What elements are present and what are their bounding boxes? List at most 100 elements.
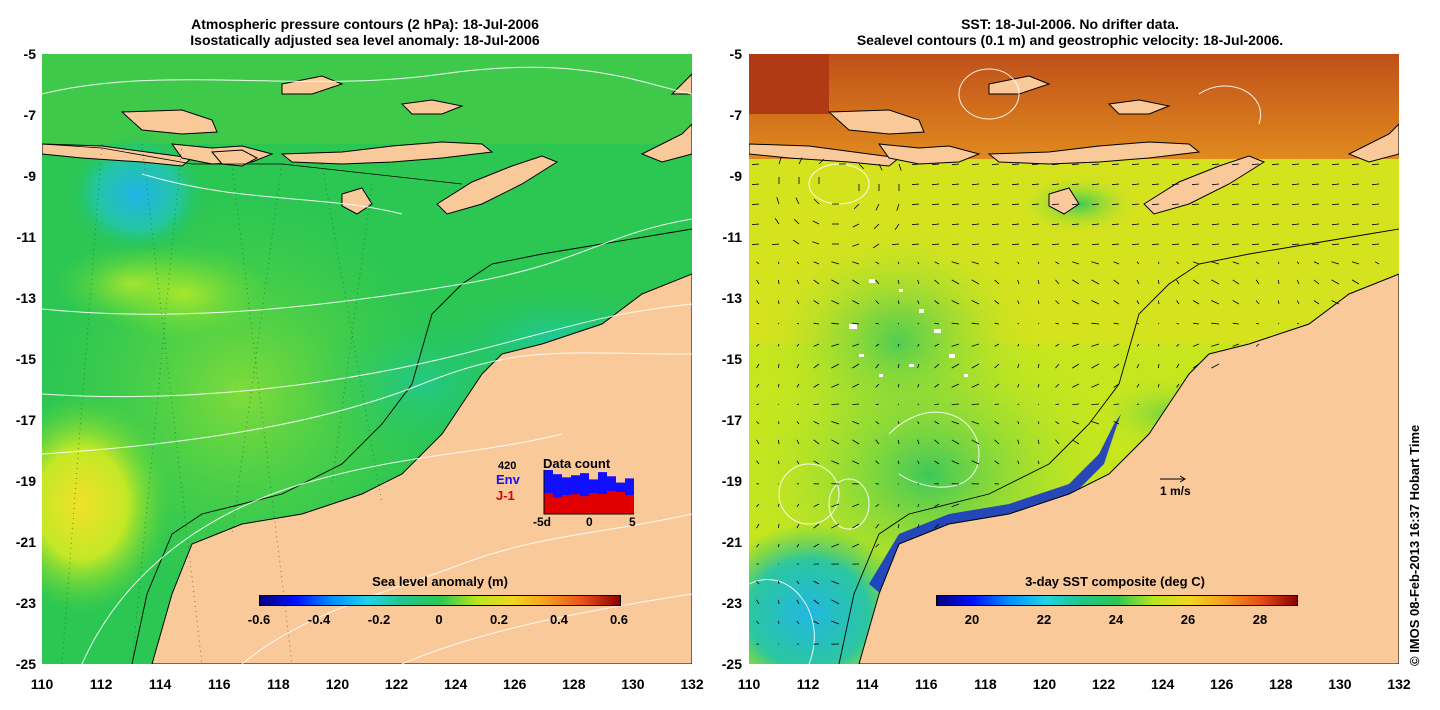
velocity-arrow bbox=[1193, 322, 1200, 325]
velocity-arrow bbox=[951, 421, 960, 425]
velocity-arrow bbox=[1331, 183, 1340, 186]
velocity-arrow bbox=[934, 439, 940, 445]
velocity-arrow bbox=[1313, 261, 1320, 265]
velocity-arrow bbox=[796, 523, 800, 529]
velocity-arrow bbox=[1331, 261, 1340, 265]
velocity-arrow bbox=[971, 403, 980, 405]
velocity-arrow bbox=[853, 203, 860, 210]
velocity-arrow bbox=[796, 300, 800, 305]
velocity-arrow bbox=[1091, 403, 1100, 405]
velocity-arrow bbox=[1113, 343, 1120, 347]
velocity-arrow bbox=[831, 599, 840, 605]
velocity-arrow bbox=[1251, 203, 1260, 206]
velocity-arrow bbox=[796, 383, 800, 388]
x-tick-label: 124 bbox=[1150, 676, 1175, 692]
velocity-arrow bbox=[1176, 363, 1180, 369]
velocity-arrow bbox=[1211, 279, 1220, 285]
velocity-arrow bbox=[951, 243, 960, 246]
velocity-arrow bbox=[1271, 183, 1280, 186]
velocity-arrow bbox=[852, 279, 860, 285]
velocity-arrow bbox=[1037, 343, 1040, 347]
velocity-arrow bbox=[831, 439, 840, 445]
velocity-arrow bbox=[1351, 261, 1360, 265]
velocity-arrow bbox=[751, 163, 760, 166]
colorbar-tick-label: 0 bbox=[435, 612, 443, 627]
velocity-arrow bbox=[831, 620, 840, 625]
velocity-arrow bbox=[771, 243, 780, 246]
velocity-arrow bbox=[1031, 223, 1040, 226]
velocity-arrow bbox=[971, 363, 980, 369]
velocity-arrow bbox=[1091, 203, 1100, 206]
velocity-arrow bbox=[1231, 163, 1240, 166]
velocity-arrow bbox=[1171, 203, 1180, 206]
j1-count-bar bbox=[562, 495, 571, 514]
env-count-bar bbox=[544, 470, 553, 514]
x-tick-label: 132 bbox=[680, 676, 704, 692]
velocity-arrow bbox=[875, 543, 880, 548]
velocity-arrow bbox=[1017, 343, 1020, 347]
velocity-arrow bbox=[934, 279, 940, 285]
velocity-arrow bbox=[1037, 300, 1040, 305]
velocity-arrow bbox=[756, 363, 760, 369]
velocity-arrow bbox=[1055, 383, 1060, 388]
velocity-arrow bbox=[777, 599, 780, 605]
velocity-arrow bbox=[931, 223, 940, 226]
velocity-arrow bbox=[1271, 203, 1280, 206]
inset-xtick-0: -5d bbox=[533, 515, 551, 529]
velocity-arrow bbox=[831, 300, 840, 305]
velocity-arrow bbox=[1211, 343, 1220, 347]
velocity-arrow bbox=[756, 279, 760, 285]
j1-count-bar bbox=[589, 493, 598, 514]
velocity-arrow bbox=[831, 343, 840, 347]
velocity-arrow bbox=[1151, 183, 1160, 186]
j1-count-bar bbox=[580, 496, 589, 514]
velocity-arrow bbox=[1191, 243, 1200, 246]
velocity-arrow bbox=[796, 421, 800, 425]
y-tick-label: -21 bbox=[15, 534, 36, 550]
velocity-arrow bbox=[1255, 261, 1260, 265]
velocity-arrow bbox=[878, 163, 883, 171]
velocity-arrow bbox=[756, 599, 760, 605]
velocity-arrow bbox=[777, 279, 780, 285]
velocity-arrow bbox=[994, 383, 1000, 388]
velocity-arrow bbox=[756, 439, 760, 445]
velocity-arrow bbox=[852, 421, 860, 425]
velocity-arrow bbox=[756, 523, 760, 529]
velocity-arrow bbox=[852, 322, 860, 325]
velocity-arrow bbox=[1055, 261, 1060, 265]
velocity-arrow bbox=[897, 300, 900, 305]
velocity-arrow bbox=[813, 383, 820, 388]
velocity-arrow bbox=[1131, 243, 1140, 246]
velocity-arrow bbox=[1031, 243, 1040, 246]
velocity-arrow bbox=[1131, 223, 1140, 226]
velocity-arrow bbox=[776, 197, 780, 205]
velocity-arrow bbox=[777, 543, 780, 548]
velocity-arrow bbox=[951, 460, 960, 465]
velocity-arrow bbox=[1311, 243, 1320, 246]
velocity-arrow bbox=[796, 543, 800, 548]
velocity-arrow bbox=[971, 460, 980, 465]
velocity-arrow bbox=[1157, 383, 1160, 388]
velocity-arrow bbox=[1171, 183, 1180, 186]
y-tick-label: -19 bbox=[15, 473, 36, 489]
velocity-arrow bbox=[796, 620, 800, 625]
velocity-arrow bbox=[792, 239, 800, 245]
colorbar-tick-label: -0.6 bbox=[247, 612, 271, 627]
velocity-arrow bbox=[756, 543, 760, 548]
j1-count-bar bbox=[607, 490, 616, 514]
velocity-arrow bbox=[813, 523, 820, 529]
velocity-arrow bbox=[1072, 421, 1080, 425]
velocity-arrow bbox=[813, 322, 820, 325]
velocity-arrow bbox=[934, 383, 940, 388]
x-tick-label: 120 bbox=[1032, 676, 1057, 692]
velocity-arrow bbox=[852, 503, 860, 508]
velocity-arrow bbox=[1351, 183, 1360, 186]
velocity-arrow bbox=[891, 243, 900, 246]
velocity-arrow bbox=[1211, 322, 1220, 325]
y-tick-label: -15 bbox=[15, 351, 36, 367]
velocity-arrow bbox=[756, 300, 760, 305]
velocity-arrow bbox=[897, 460, 900, 465]
velocity-arrow bbox=[875, 322, 880, 325]
velocity-arrow bbox=[1251, 243, 1260, 246]
velocity-arrow bbox=[1192, 279, 1200, 285]
